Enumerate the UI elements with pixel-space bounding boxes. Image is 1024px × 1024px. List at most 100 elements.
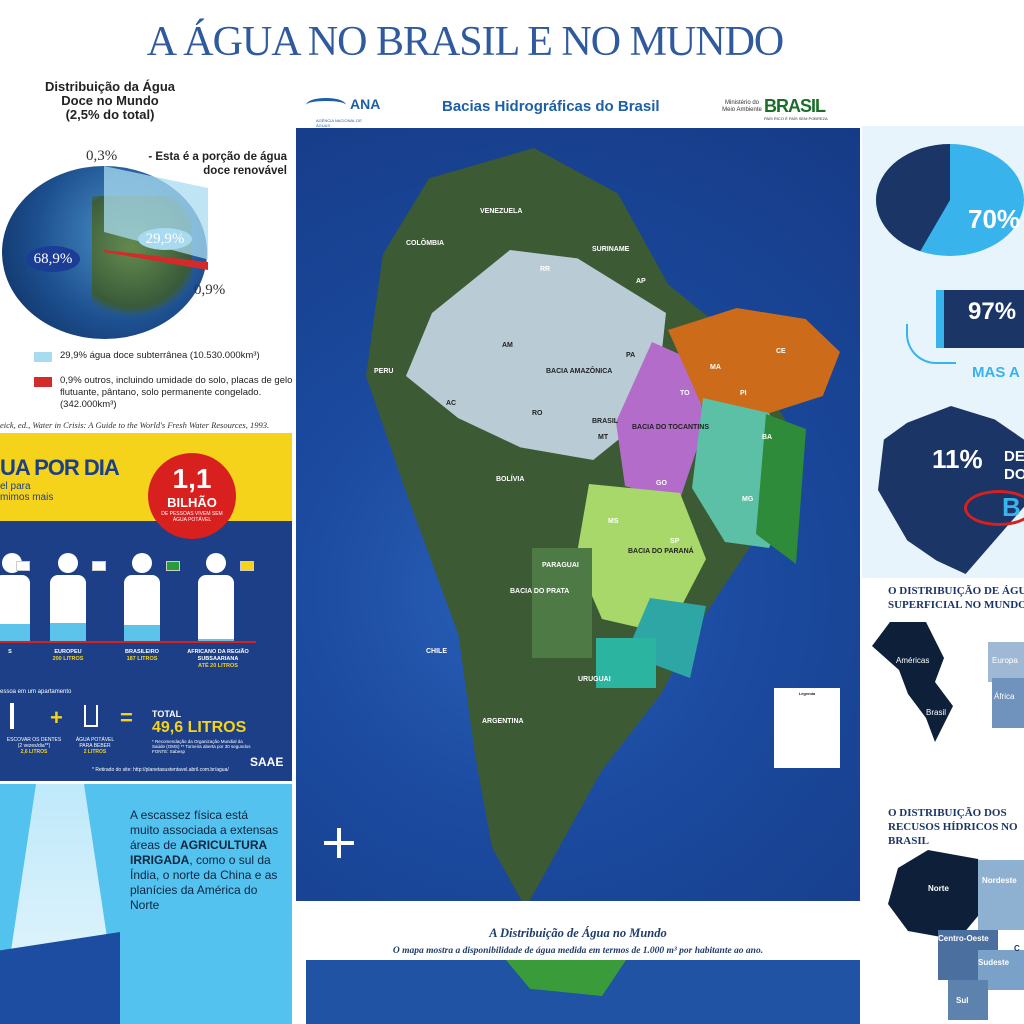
map-label: África: [994, 692, 1015, 701]
surface-water-panel: O DISTRIBUIÇÃO DE ÁGUA SUPERFICIAL NO MU…: [862, 578, 1024, 790]
perday-title: UA POR DIA: [0, 455, 120, 480]
saae-logo: SAAE: [250, 755, 284, 769]
person-caption-label: BRASILEIRO: [125, 649, 159, 655]
map-label: Europa: [992, 656, 1018, 665]
surface-water-title: O DISTRIBUIÇÃO DE ÁGUA SUPERFICIAL NO MU…: [888, 585, 1024, 611]
map-label: ARGENTINA: [482, 718, 524, 725]
nordeste-region: [978, 860, 1024, 930]
globe-source: eick, ed., Water in Crisis: A Guide to t…: [0, 420, 270, 430]
world-title: A Distribuição de Água no Mundo: [489, 926, 667, 940]
map-label: AC: [446, 400, 457, 407]
ana-logo: ANA AGÊNCIA NACIONAL DE ÁGUAS: [306, 92, 380, 128]
plus-sign: +: [50, 705, 63, 730]
ana-logo-subtitle: AGÊNCIA NACIONAL DE ÁGUAS: [316, 118, 362, 128]
teeth-caption: ESCOVAR OS DENTES (2 vezes/dia**) 2,6 LI…: [4, 737, 64, 755]
scarcity-text: A escassez física está muito associada a…: [130, 808, 280, 913]
legend-swatch: [34, 377, 52, 387]
glass-icon: [84, 705, 98, 727]
person-icon: [48, 553, 106, 643]
waves-icon: [306, 98, 346, 112]
map-label: CE: [776, 348, 786, 355]
percent-11-text: DO: [1004, 466, 1024, 483]
water-resources-panel: O DISTRIBUIÇÃO DOS RECUSOS HÍDRICOS NO B…: [862, 790, 1024, 1024]
legend-swatch: [34, 352, 52, 362]
scarcity-text-bold: AGRICULTURA IRRIGADA: [130, 838, 267, 867]
map-label: PI: [740, 390, 747, 397]
scarcity-panel: A escassez física está muito associada a…: [0, 784, 292, 1024]
perday-subtitle: el para: [0, 481, 31, 492]
drink-caption: ÁGUA POTÁVEL PARA BEBER 2 LITROS: [70, 737, 120, 755]
brasil-logo: BRASIL: [764, 96, 826, 116]
teeth-text: ESCOVAR OS DENTES (2 vezes/dia**): [6, 737, 62, 749]
map-title: Bacias Hidrográficas do Brasil: [442, 98, 660, 115]
map-label: MS: [608, 518, 619, 525]
map-label: RO: [532, 410, 543, 417]
map-label: URUGUAI: [578, 676, 611, 683]
total-value: 49,6 LITROS: [152, 719, 247, 736]
map-label: PERU: [374, 368, 394, 375]
map-legend-title: Legenda: [798, 691, 816, 696]
flag-icon: [92, 561, 106, 571]
map-label: BACIA AMAZÔNICA: [546, 368, 613, 375]
map-label: MG: [742, 496, 754, 503]
globe-title-line: Distribuição da Água: [44, 79, 176, 94]
person-caption-value: 187 LITROS: [126, 656, 158, 662]
water-fill: [50, 623, 86, 643]
map-label: AP: [636, 278, 646, 285]
europe-shape: [988, 642, 1024, 682]
map-legend: Legenda: [774, 688, 840, 768]
water-fill: [124, 625, 160, 643]
map-label: AM: [502, 342, 513, 349]
person-caption-value: ATÉ 20 LITROS: [198, 663, 238, 669]
person-caption-label: S: [8, 649, 12, 655]
renewable-description: - Esta é a porção de água doce renovável: [148, 151, 287, 177]
person-icon: [122, 553, 180, 643]
uruguai-basin: [596, 638, 656, 688]
globe-title-line: (2,5% do total): [65, 107, 155, 122]
curved-arrow-icon: [906, 324, 956, 364]
region-label: Norte: [928, 884, 949, 893]
paraguai-basin: [532, 548, 592, 658]
greenland-shape: [506, 960, 626, 996]
divider-line: [0, 641, 256, 643]
perday-notes: * Recomendação da Organização Mundial da…: [152, 739, 251, 754]
percent-11-letter: B: [1002, 492, 1021, 522]
percent-97-accent: [936, 290, 944, 348]
map-label: PARAGUAI: [542, 562, 579, 569]
person-icon: [0, 553, 32, 643]
person-icon: [196, 553, 254, 643]
map-label: PA: [626, 352, 636, 359]
map-label: VENEZUELA: [480, 208, 523, 215]
ministry-logo: Ministério do Meio Ambiente: [722, 100, 762, 113]
surface-water-map: Américas Brasil Europa África: [872, 622, 1024, 742]
globe-title-line: Doce no Mundo: [61, 93, 159, 108]
mas-label: MAS A: [972, 364, 1020, 381]
apartment-text: essoa em um apartamento: [0, 689, 72, 695]
water-resources-title: O DISTRIBUIÇÃO DOS RECUSOS HÍDRICOS NO B…: [888, 807, 1018, 847]
freshwater-distribution-panel: Distribuição da Água Doce no Mundo (2,5%…: [0, 70, 292, 435]
americas-shape: [872, 622, 953, 742]
pie-chart: 70%: [876, 144, 1024, 256]
toothbrush-icon: [10, 703, 14, 729]
map-label: MT: [598, 434, 609, 441]
map-label: MA: [710, 364, 721, 371]
norte-region: [888, 850, 988, 940]
region-label: Centro-Oeste: [938, 934, 989, 943]
billion-bubble: 1,1 BILHÃO DE PESSOAS VIVEM SEM ÁGUA POT…: [148, 453, 236, 539]
east-atlantic-basin: [756, 414, 806, 564]
person-caption-value: 200 LITROS: [52, 656, 84, 662]
map-label: GO: [656, 480, 667, 487]
water-fill: [0, 624, 30, 643]
map-label: BOLÍVIA: [496, 476, 525, 483]
percent-facts-panel: 70% 97% MAS A 11% DE DO B: [862, 126, 1024, 578]
perday-header: UA POR DIA el para mimos mais: [0, 433, 292, 521]
other-percent-label: 0,9%: [194, 282, 226, 298]
map-label: RR: [540, 266, 551, 273]
bubble-number: 1,1: [172, 463, 212, 494]
map-label: SURINAME: [592, 246, 630, 253]
drink-value: 2 LITROS: [83, 749, 107, 755]
renewable-percent-label: 0,3%: [86, 148, 118, 164]
map-label: BACIA DO PRATA: [510, 588, 570, 595]
ice-percent-label: 68,9%: [26, 246, 80, 272]
map-label: COLÔMBIA: [406, 240, 445, 247]
